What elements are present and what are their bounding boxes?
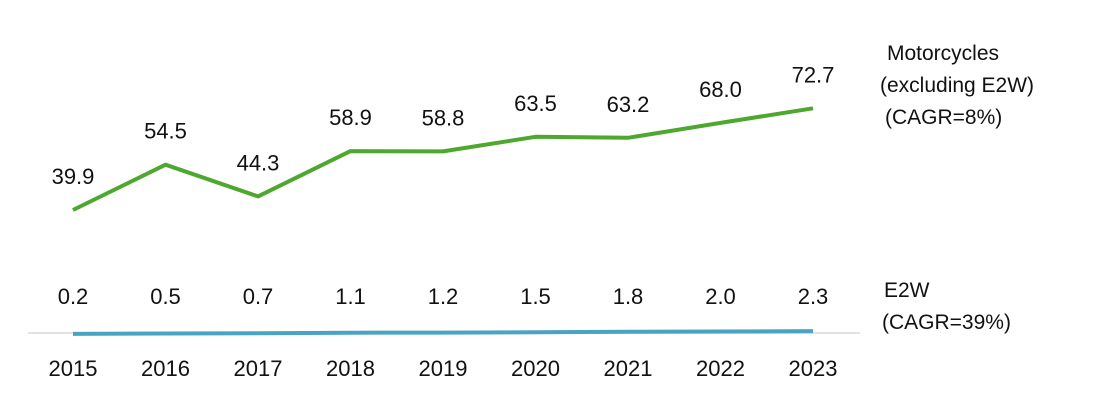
data-label: 63.5 xyxy=(514,91,557,116)
data-label: 58.8 xyxy=(422,105,465,130)
data-label: 1.1 xyxy=(335,284,366,309)
legend-label: E2W xyxy=(884,279,930,302)
series-line xyxy=(72,106,814,212)
data-label: 72.7 xyxy=(792,62,835,87)
series-line xyxy=(72,329,814,336)
series-2: 0.2 0.5 0.7 1.1 1.2 1.5 1.8 2.0 2.3 xyxy=(58,284,829,336)
legend: Motorcycles (excluding E2W) (CAGR=8%) E2W (C… xyxy=(880,42,1034,334)
data-label: 68.0 xyxy=(699,77,742,102)
x-tick-label: 2016 xyxy=(141,356,190,381)
legend-label: (CAGR=8%) xyxy=(885,106,1002,129)
data-label: 54.5 xyxy=(144,119,187,144)
x-tick-label: 2023 xyxy=(789,356,838,381)
data-label: 44.3 xyxy=(237,150,280,175)
x-tick-labels: 2015 2016 2017 2018 2019 2020 2021 2022 2023 xyxy=(49,356,838,381)
x-tick-label: 2018 xyxy=(326,356,375,381)
legend-label: (excluding E2W) xyxy=(880,74,1034,97)
data-label: 0.7 xyxy=(243,284,274,309)
data-label: 58.9 xyxy=(329,105,372,130)
data-label: 0.5 xyxy=(150,284,181,309)
x-tick-label: 2022 xyxy=(696,356,745,381)
data-label: 1.2 xyxy=(428,284,459,309)
legend-label: Motorcycles xyxy=(887,42,999,65)
data-label: 2.3 xyxy=(798,284,829,309)
x-tick-label: 2020 xyxy=(511,356,560,381)
data-label: 63.2 xyxy=(607,92,650,117)
series-1: 39.9 54.5 44.3 58.9 58.8 63.5 63.2 68.0 72.7 xyxy=(52,62,835,212)
data-label: 39.9 xyxy=(52,164,95,189)
data-label: 2.0 xyxy=(705,284,736,309)
series-layer: 39.954.544.358.9 58.863.5 63.268.072.70.2 0… xyxy=(52,62,835,336)
data-label: 1.8 xyxy=(613,284,644,309)
x-tick-label: 2017 xyxy=(234,356,283,381)
data-label: 1.5 xyxy=(520,284,551,309)
data-label: 0.2 xyxy=(58,284,89,309)
legend-label: (CAGR=39%) xyxy=(882,311,1011,334)
x-tick-label: 2019 xyxy=(419,356,468,381)
x-tick-label: 2021 xyxy=(604,356,653,381)
x-tick-label: 2015 xyxy=(49,356,98,381)
